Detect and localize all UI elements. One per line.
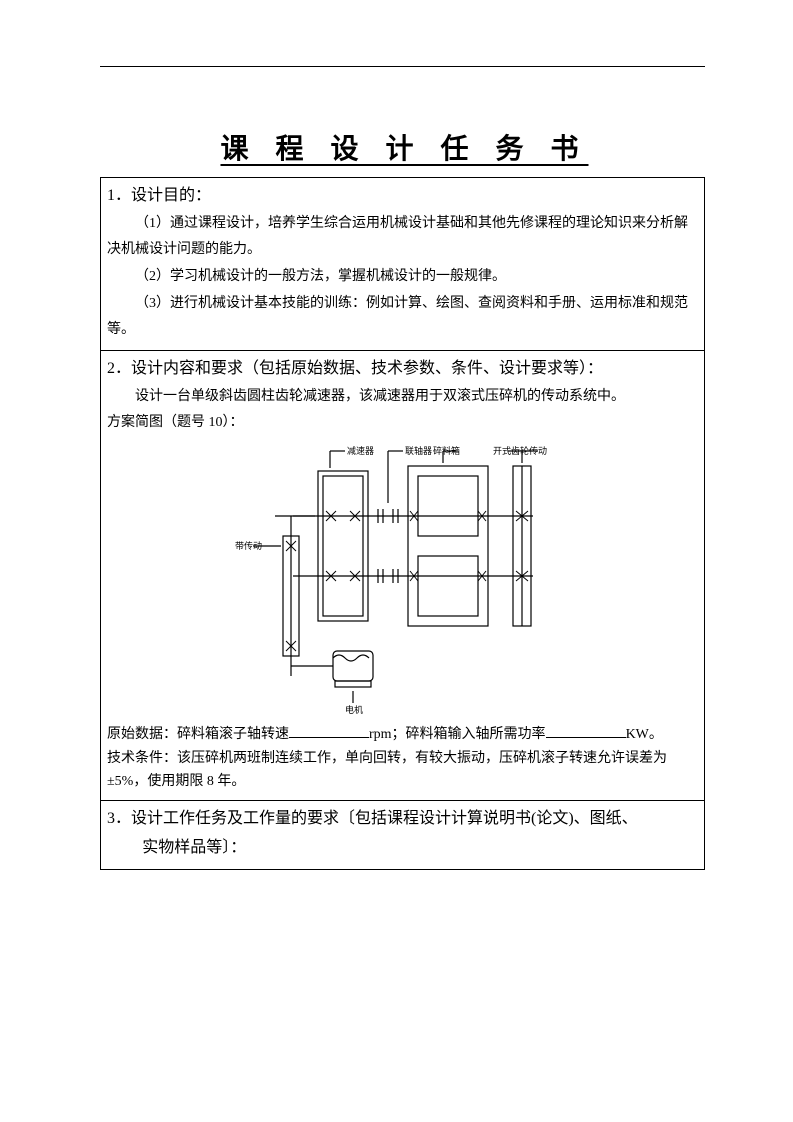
s2-intro: 设计一台单级斜齿圆柱齿轮减速器，该减速器用于双滚式压碎机的传动系统中。 (107, 384, 698, 411)
label-coupling: 联轴器 (405, 445, 432, 456)
scheme-diagram: 减速器 联轴器 碎料箱 开式齿轮传动 带传动 电机 (107, 441, 698, 721)
top-rule (100, 66, 705, 67)
content-frame: 1．设计目的： （1）通过课程设计，培养学生综合运用机械设计基础和其他先修课程的… (100, 177, 705, 870)
section-1-heading: 1．设计目的： (107, 182, 698, 211)
page-title: 课 程 设 计 任 务 书 (100, 127, 709, 167)
section-3-heading-b: 实物样品等〕： (107, 834, 698, 863)
rpm-blank[interactable] (289, 724, 369, 738)
s1-p2: （2）学习机械设计的一般方法，掌握机械设计的一般规律。 (107, 264, 698, 291)
tech-cond: 技术条件：该压碎机两班制连续工作，单向回转，有较大振动，压碎机滚子转速允许误差为… (107, 747, 698, 795)
s2-scheme-label: 方案简图（题号 10）： (107, 410, 698, 437)
section-2: 2．设计内容和要求（包括原始数据、技术参数、条件、设计要求等）： 设计一台单级斜… (101, 351, 704, 801)
kw-blank[interactable] (546, 724, 626, 738)
section-3: 3．设计工作任务及工作量的要求〔包括课程设计计算说明书(论文)、图纸、 实物样品… (101, 801, 704, 870)
raw-data-line: 原始数据：碎料箱滚子轴转速 rpm；碎料箱输入轴所需功率 KW。 (107, 723, 698, 747)
s1-p3: （3）进行机械设计基本技能的训练：例如计算、绘图、查阅资料和手册、运用标准和规范… (107, 291, 698, 344)
raw-prefix: 原始数据：碎料箱滚子轴转速 (107, 727, 289, 742)
section-3-heading-a: 3．设计工作任务及工作量的要求〔包括课程设计计算说明书(论文)、图纸、 (107, 805, 698, 834)
label-motor: 电机 (345, 704, 363, 715)
label-opengear: 开式齿轮传动 (493, 445, 547, 456)
section-2-heading: 2．设计内容和要求（包括原始数据、技术参数、条件、设计要求等）： (107, 355, 698, 384)
raw-suffix: KW。 (626, 727, 663, 742)
section-1: 1．设计目的： （1）通过课程设计，培养学生综合运用机械设计基础和其他先修课程的… (101, 178, 704, 351)
label-crusher: 碎料箱 (433, 445, 460, 456)
raw-mid: rpm；碎料箱输入轴所需功率 (369, 727, 546, 742)
label-belt: 带传动 (235, 540, 262, 551)
s1-p1: （1）通过课程设计，培养学生综合运用机械设计基础和其他先修课程的理论知识来分析解… (107, 211, 698, 264)
label-reducer: 减速器 (347, 445, 374, 456)
